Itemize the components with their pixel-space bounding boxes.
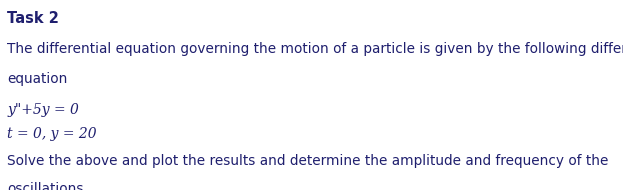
Text: Task 2: Task 2 <box>7 11 59 26</box>
Text: The differential equation governing the motion of a particle is given by the fol: The differential equation governing the … <box>7 42 623 56</box>
Text: equation: equation <box>7 72 68 86</box>
Text: t = 0, y = 20: t = 0, y = 20 <box>7 127 97 141</box>
Text: Solve the above and plot the results and determine the amplitude and frequency o: Solve the above and plot the results and… <box>7 154 609 168</box>
Text: oscillations: oscillations <box>7 182 84 190</box>
Text: y"+5y = 0: y"+5y = 0 <box>7 103 79 117</box>
